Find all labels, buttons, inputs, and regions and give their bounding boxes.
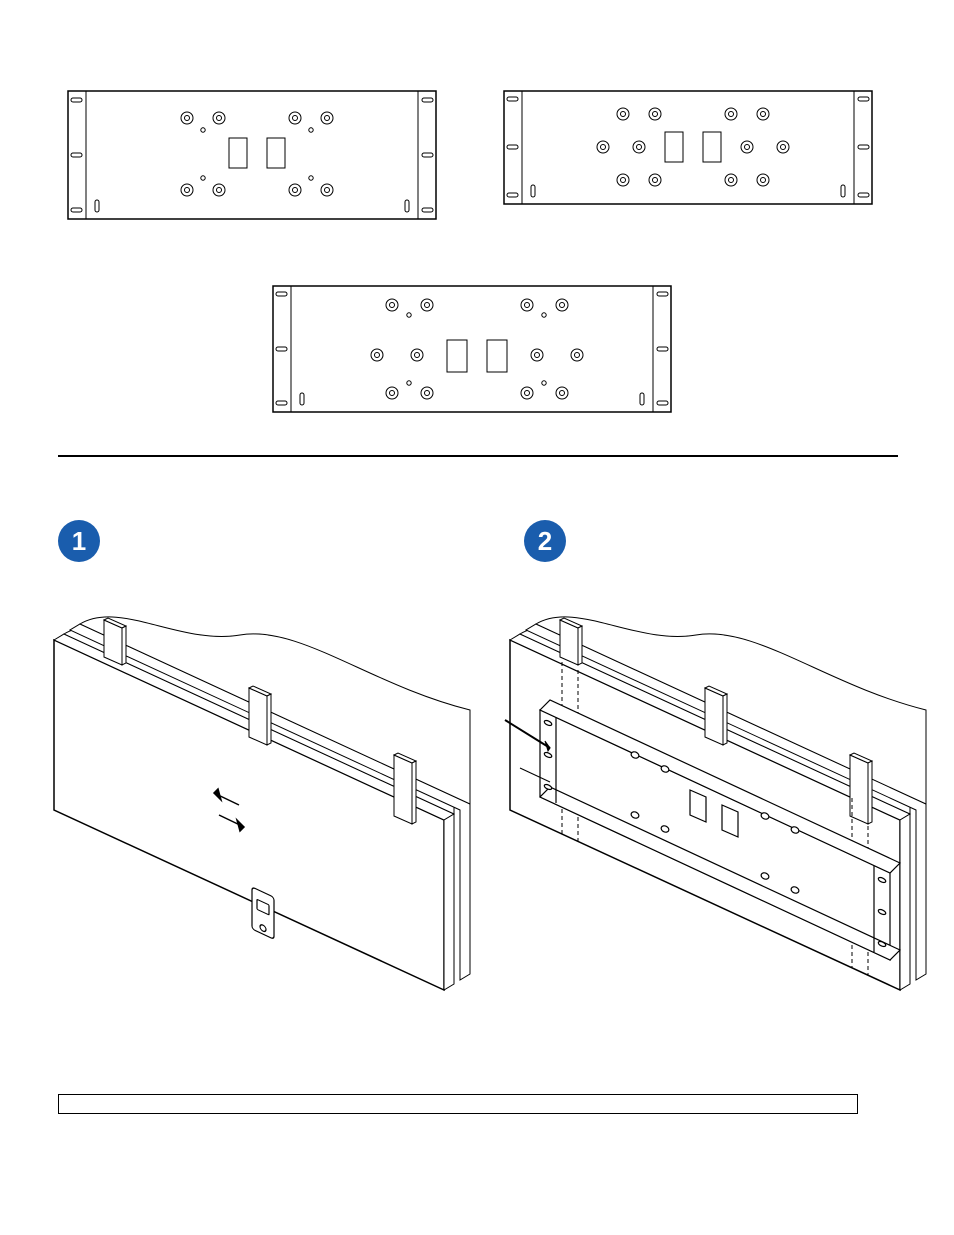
wall-diagram-step-1	[44, 590, 474, 1000]
footer-frame	[58, 1094, 858, 1114]
wall-diagram-step-2	[500, 590, 930, 1000]
step-badge-1-label: 1	[72, 526, 86, 557]
step-badge-1: 1	[58, 520, 100, 562]
bracket-panel-a	[67, 90, 437, 220]
section-divider	[58, 455, 898, 457]
bracket-panel-b	[503, 90, 873, 205]
step-badge-2-label: 2	[538, 526, 552, 557]
bracket-panel-c	[272, 285, 672, 413]
step-badge-2: 2	[524, 520, 566, 562]
